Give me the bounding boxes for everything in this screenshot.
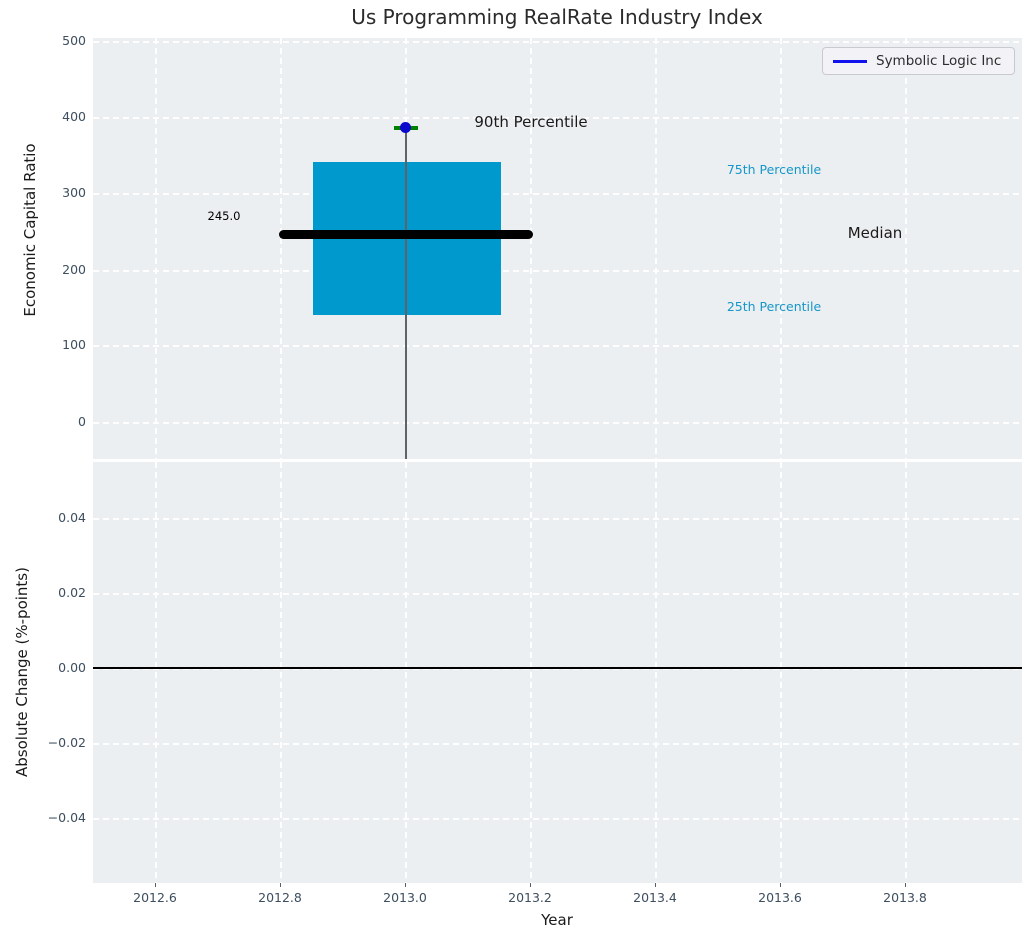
xtick-2012.8: 2012.8 (258, 890, 302, 905)
ytick-400: 400 (62, 109, 86, 124)
annotation-median: Median (847, 224, 903, 242)
gridline-v-2013.4 (655, 462, 657, 883)
gridline-h-0.00 (93, 668, 1022, 670)
top-y-axis-label: Economic Capital Ratio (21, 143, 39, 317)
zero-reference-line (93, 667, 1022, 669)
xtick-mark (905, 883, 906, 887)
whisker-line (405, 128, 407, 459)
xtick-mark (655, 883, 656, 887)
median-value-label: 245.0 (207, 209, 241, 223)
xtick-2013.2: 2013.2 (508, 890, 552, 905)
annotation-90th-percentile: 90th Percentile (474, 113, 588, 131)
ytick-0.04: 0.04 (58, 510, 86, 525)
gridline-h-300 (93, 193, 1022, 195)
gridline-h-500 (93, 41, 1022, 43)
xtick-2013.6: 2013.6 (758, 890, 802, 905)
gridline-h--0.04 (93, 818, 1022, 820)
legend-line-swatch (833, 59, 867, 63)
gridline-h-100 (93, 345, 1022, 347)
ytick-0.02: 0.02 (58, 585, 86, 600)
bottom-y-axis-label: Absolute Change (%-points) (13, 567, 31, 777)
ytick-300: 300 (62, 185, 86, 200)
x-axis-label: Year (541, 911, 573, 929)
company-data-point (400, 122, 411, 133)
legend-box: Symbolic Logic Inc (822, 47, 1015, 75)
gridline-h-400 (93, 117, 1022, 119)
gridline-v-2012.8 (280, 462, 282, 883)
annotation-75th-percentile: 75th Percentile (726, 162, 822, 177)
xtick-2013.4: 2013.4 (633, 890, 677, 905)
xtick-mark (155, 883, 156, 887)
gridline-h-0 (93, 422, 1022, 424)
gridline-v-2013.2 (530, 38, 532, 459)
gridline-v-2013.2 (530, 462, 532, 883)
bottom-plot-area (93, 462, 1022, 883)
gridline-h-0.02 (93, 593, 1022, 595)
xtick-mark (780, 883, 781, 887)
xtick-mark (280, 883, 281, 887)
gridline-h-0.04 (93, 518, 1022, 520)
annotation-25th-percentile: 25th Percentile (726, 299, 822, 314)
gridline-v-2013.6 (780, 38, 782, 459)
ytick--0.02: −0.02 (47, 735, 86, 750)
gridline-v-2012.6 (155, 38, 157, 459)
ytick--0.04: −0.04 (47, 810, 86, 825)
ytick-500: 500 (62, 33, 86, 48)
xtick-mark (530, 883, 531, 887)
gridline-v-2012.6 (155, 462, 157, 883)
xtick-2013.8: 2013.8 (883, 890, 927, 905)
gridline-v-2013.4 (655, 38, 657, 459)
gridline-v-2013.8 (905, 38, 907, 459)
chart-title: Us Programming RealRate Industry Index (351, 5, 763, 29)
gridline-v-2013.6 (780, 462, 782, 883)
legend-label: Symbolic Logic Inc (876, 53, 1002, 69)
gridline-v-2012.8 (280, 38, 282, 459)
xtick-mark (405, 883, 406, 887)
top-plot-area: 245.0 90th Percentile 75th Percentile Me… (93, 38, 1022, 459)
ytick-200: 200 (62, 262, 86, 277)
gridline-h-200 (93, 270, 1022, 272)
ytick-0.00: 0.00 (58, 660, 86, 675)
ytick-100: 100 (62, 337, 86, 352)
ytick-0: 0 (78, 414, 86, 429)
gridline-h--0.02 (93, 743, 1022, 745)
gridline-v-2013.0 (405, 462, 407, 883)
xtick-2012.6: 2012.6 (133, 890, 177, 905)
median-line (279, 230, 533, 239)
xtick-2013.0: 2013.0 (383, 890, 427, 905)
gridline-v-2013.8 (905, 462, 907, 883)
